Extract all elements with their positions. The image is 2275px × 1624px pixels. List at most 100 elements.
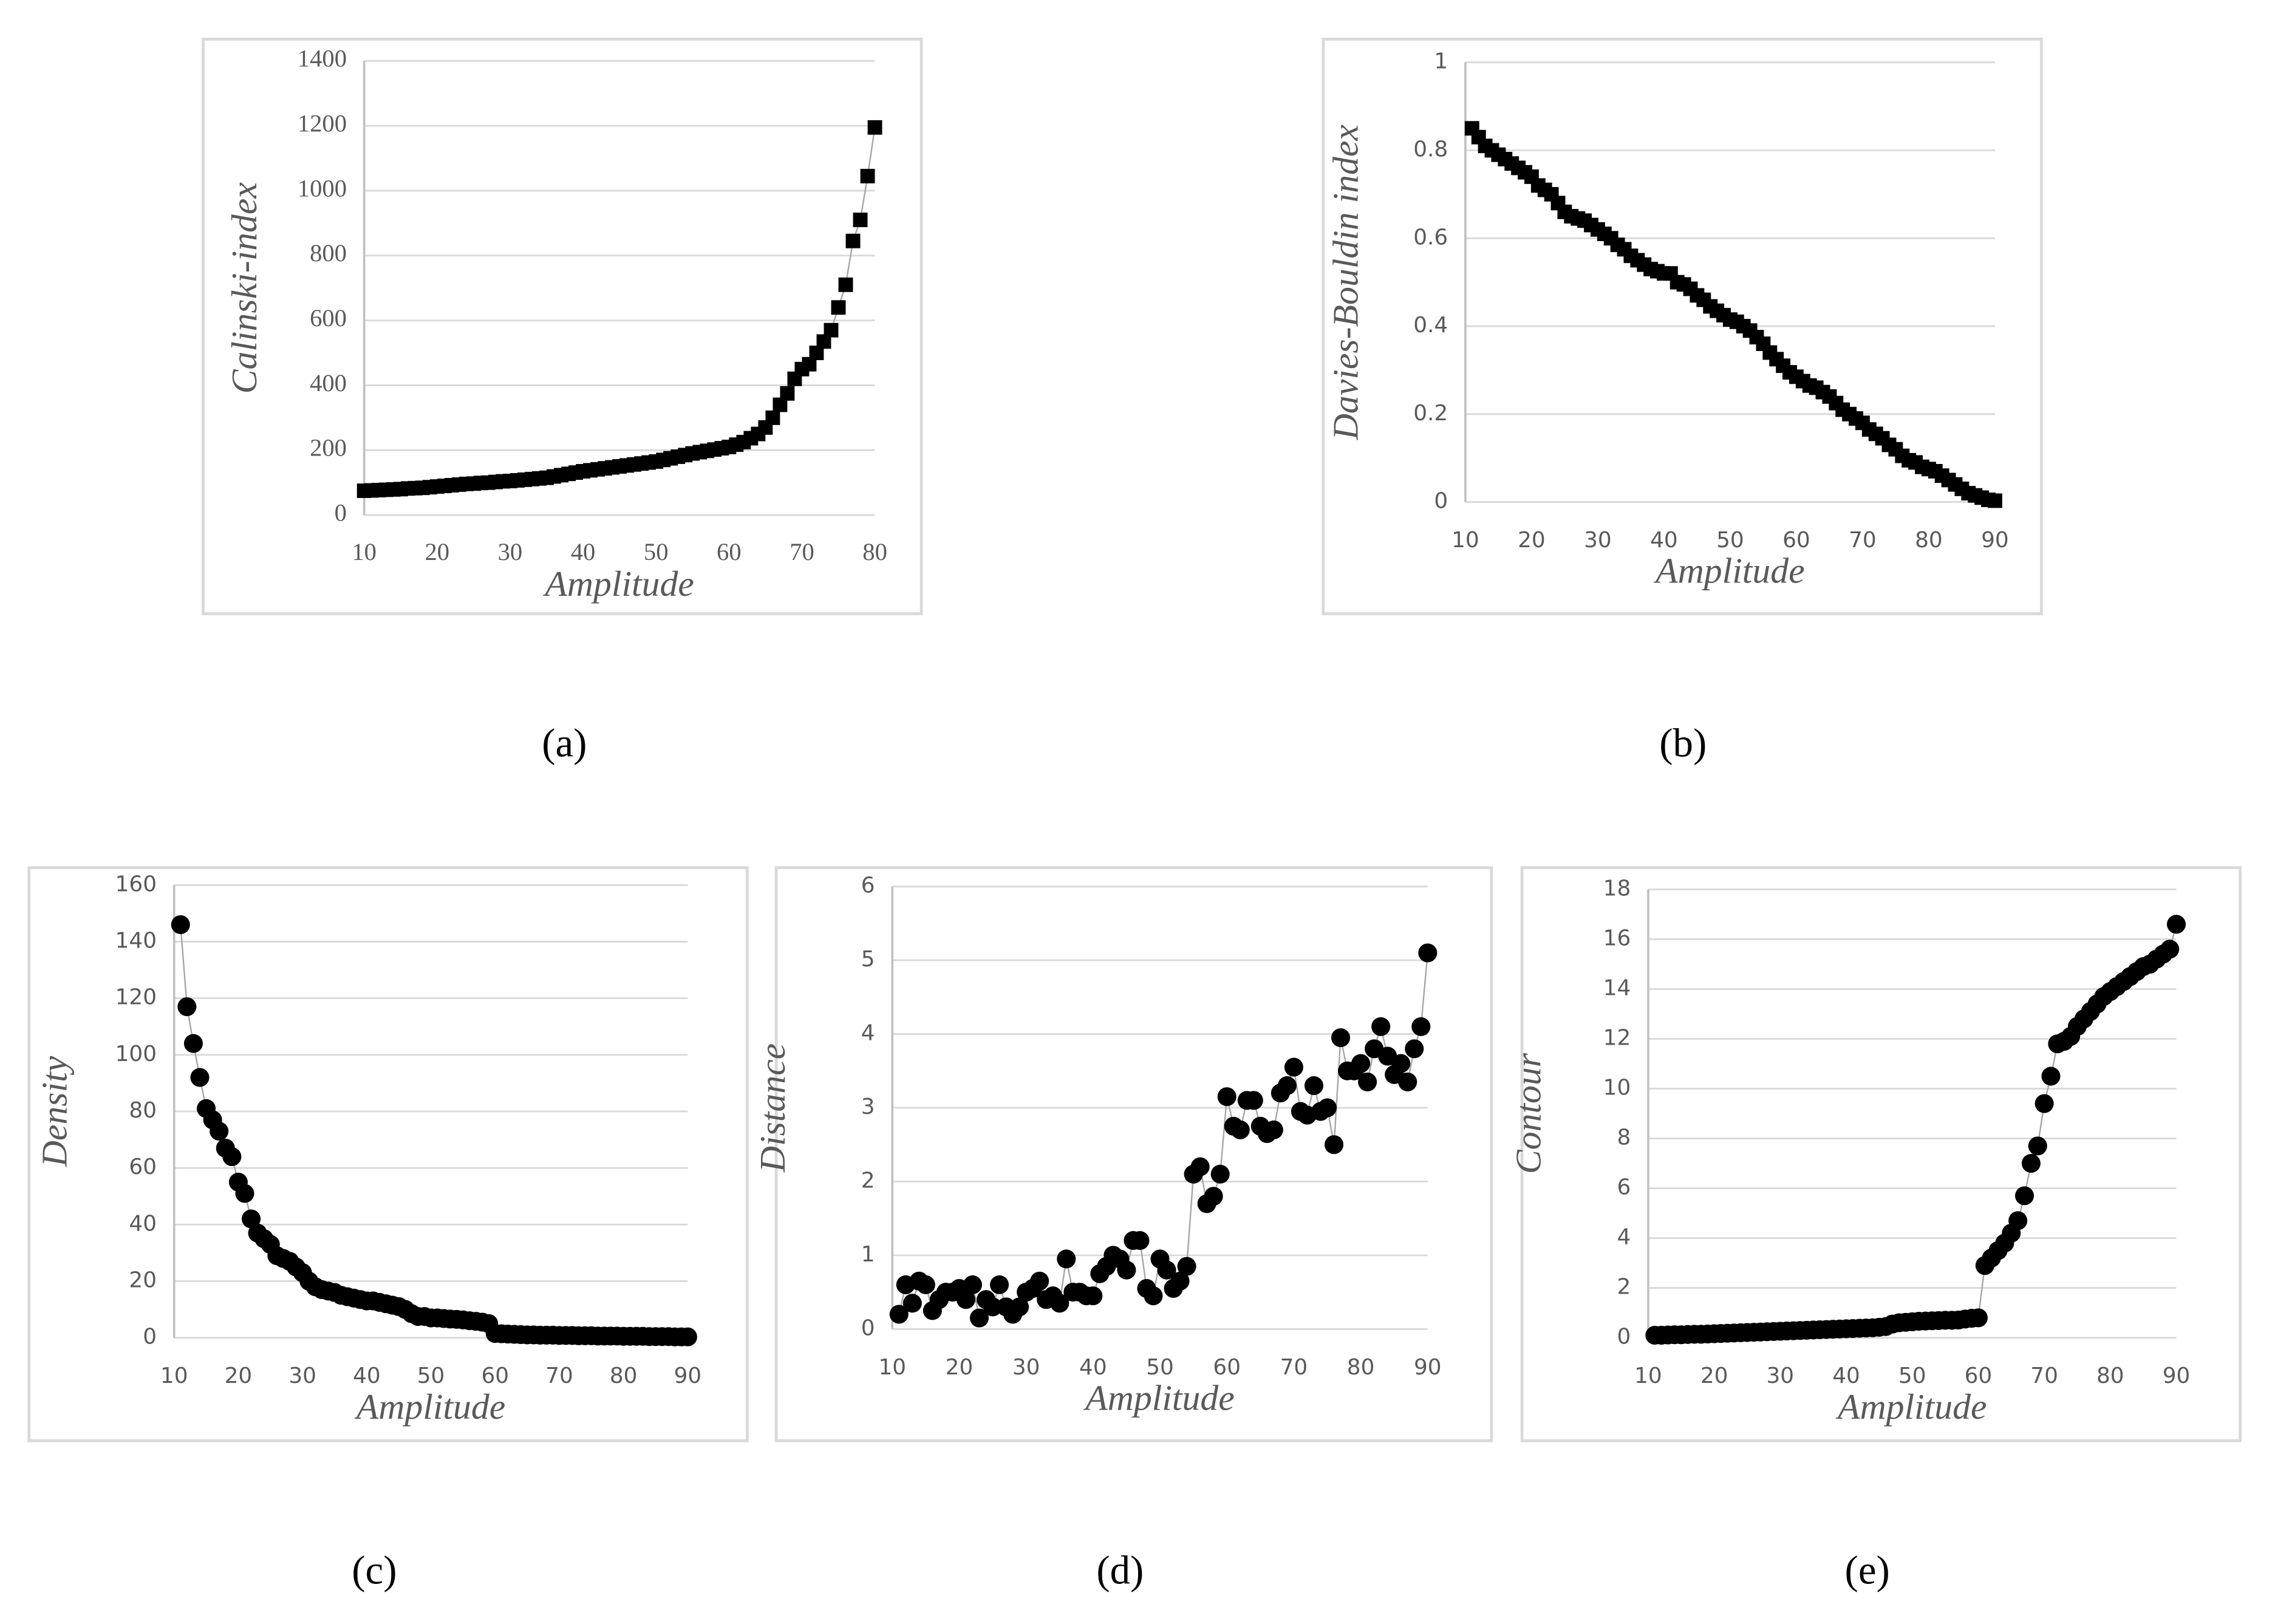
x-axis-label: Amplitude <box>1653 551 1804 591</box>
x-tick-label: 40 <box>353 1363 381 1388</box>
x-tick-label: 10 <box>1451 528 1479 553</box>
marker <box>2014 1186 2035 1206</box>
panel-caption: (a) <box>542 721 587 766</box>
y-tick-label: 0 <box>861 1315 875 1340</box>
marker <box>210 1122 229 1141</box>
y-axis-label: Distance <box>752 1043 793 1173</box>
marker <box>235 1184 254 1203</box>
panel-frame <box>202 38 923 615</box>
marker <box>242 1209 261 1229</box>
y-tick-label: 600 <box>310 304 347 332</box>
marker <box>190 1068 210 1087</box>
marker <box>983 1297 1003 1317</box>
marker <box>838 277 853 292</box>
x-tick-label: 90 <box>1414 1355 1442 1380</box>
y-tick-label: 1200 <box>298 109 347 137</box>
marker <box>1170 1271 1190 1291</box>
marker <box>1010 1297 1029 1317</box>
x-tick-label: 40 <box>571 538 596 565</box>
y-tick-label: 0 <box>335 499 347 526</box>
x-axis-label: Amplitude <box>542 564 694 604</box>
y-axis-label: Calinski-index <box>224 182 264 394</box>
x-tick-label: 30 <box>1012 1355 1040 1380</box>
x-tick-label: 30 <box>1584 528 1612 553</box>
x-tick-label: 30 <box>1767 1363 1795 1388</box>
y-tick-label: 0.4 <box>1413 313 1448 338</box>
marker <box>1157 1260 1176 1280</box>
x-tick-label: 70 <box>790 538 814 565</box>
x-tick-label: 70 <box>1849 528 1877 553</box>
x-tick-label: 80 <box>862 538 887 565</box>
marker <box>1117 1260 1136 1280</box>
x-tick-label: 50 <box>417 1363 445 1388</box>
marker <box>1331 1028 1351 1048</box>
marker <box>1987 493 2002 508</box>
marker <box>1244 1091 1263 1110</box>
marker <box>816 334 831 349</box>
y-tick-label: 12 <box>1603 1026 1631 1051</box>
marker <box>678 1327 697 1346</box>
panel-frame <box>27 866 749 1442</box>
y-tick-label: 1400 <box>298 45 347 72</box>
marker <box>1144 1286 1163 1306</box>
y-tick-label: 60 <box>129 1155 157 1179</box>
marker <box>969 1308 989 1328</box>
x-tick-label: 70 <box>1280 1355 1308 1380</box>
marker <box>2008 1211 2028 1230</box>
marker <box>1968 1308 1988 1328</box>
y-tick-label: 18 <box>1603 876 1631 901</box>
y-axis-label: Contour <box>1509 1053 1549 1174</box>
y-tick-label: 400 <box>310 369 347 397</box>
y-tick-label: 0 <box>143 1325 157 1349</box>
marker <box>1371 1017 1391 1036</box>
marker <box>2166 915 2186 934</box>
x-tick-label: 80 <box>1915 528 1943 553</box>
marker <box>1210 1164 1230 1184</box>
x-tick-label: 90 <box>674 1363 702 1388</box>
y-tick-label: 10 <box>1603 1076 1631 1100</box>
y-tick-label: 1 <box>1434 49 1448 74</box>
series-line <box>364 127 876 492</box>
panel-frame <box>1520 866 2242 1442</box>
marker <box>1351 1054 1371 1073</box>
y-tick-label: 800 <box>310 239 347 267</box>
marker <box>889 1305 909 1324</box>
y-tick-label: 120 <box>115 985 157 1010</box>
y-tick-label: 200 <box>310 434 347 462</box>
x-tick-label: 60 <box>717 538 742 565</box>
marker <box>177 997 197 1017</box>
marker <box>1418 943 1438 963</box>
x-tick-label: 80 <box>1347 1355 1375 1380</box>
marker <box>1284 1057 1303 1077</box>
x-tick-label: 90 <box>2163 1363 2191 1388</box>
y-tick-label: 0.6 <box>1413 225 1448 250</box>
x-tick-label: 60 <box>1213 1355 1241 1380</box>
x-axis-label: Amplitude <box>354 1387 505 1427</box>
x-tick-label: 50 <box>1146 1355 1174 1380</box>
marker <box>1204 1187 1223 1206</box>
marker <box>956 1290 976 1309</box>
x-tick-label: 50 <box>1716 528 1744 553</box>
y-tick-label: 80 <box>129 1098 157 1123</box>
y-tick-label: 14 <box>1603 975 1631 1000</box>
y-tick-label: 2 <box>1617 1275 1631 1300</box>
marker <box>171 915 190 935</box>
x-axis-label: Amplitude <box>1083 1377 1234 1418</box>
y-tick-label: 0.8 <box>1413 137 1448 162</box>
marker <box>1358 1072 1377 1092</box>
marker <box>802 357 817 372</box>
y-tick-label: 6 <box>861 873 875 898</box>
x-tick-label: 40 <box>1079 1355 1107 1380</box>
marker <box>1177 1257 1196 1276</box>
marker <box>1083 1286 1103 1306</box>
x-tick-label: 20 <box>1518 528 1546 553</box>
marker <box>2035 1094 2054 1113</box>
marker <box>809 346 824 360</box>
y-tick-label: 3 <box>861 1094 875 1119</box>
x-tick-label: 20 <box>225 1363 253 1388</box>
marker <box>183 1034 203 1053</box>
x-tick-label: 60 <box>1782 528 1810 553</box>
series-line <box>180 924 688 1338</box>
y-tick-label: 40 <box>129 1211 157 1236</box>
panel-caption: (b) <box>1659 721 1707 766</box>
